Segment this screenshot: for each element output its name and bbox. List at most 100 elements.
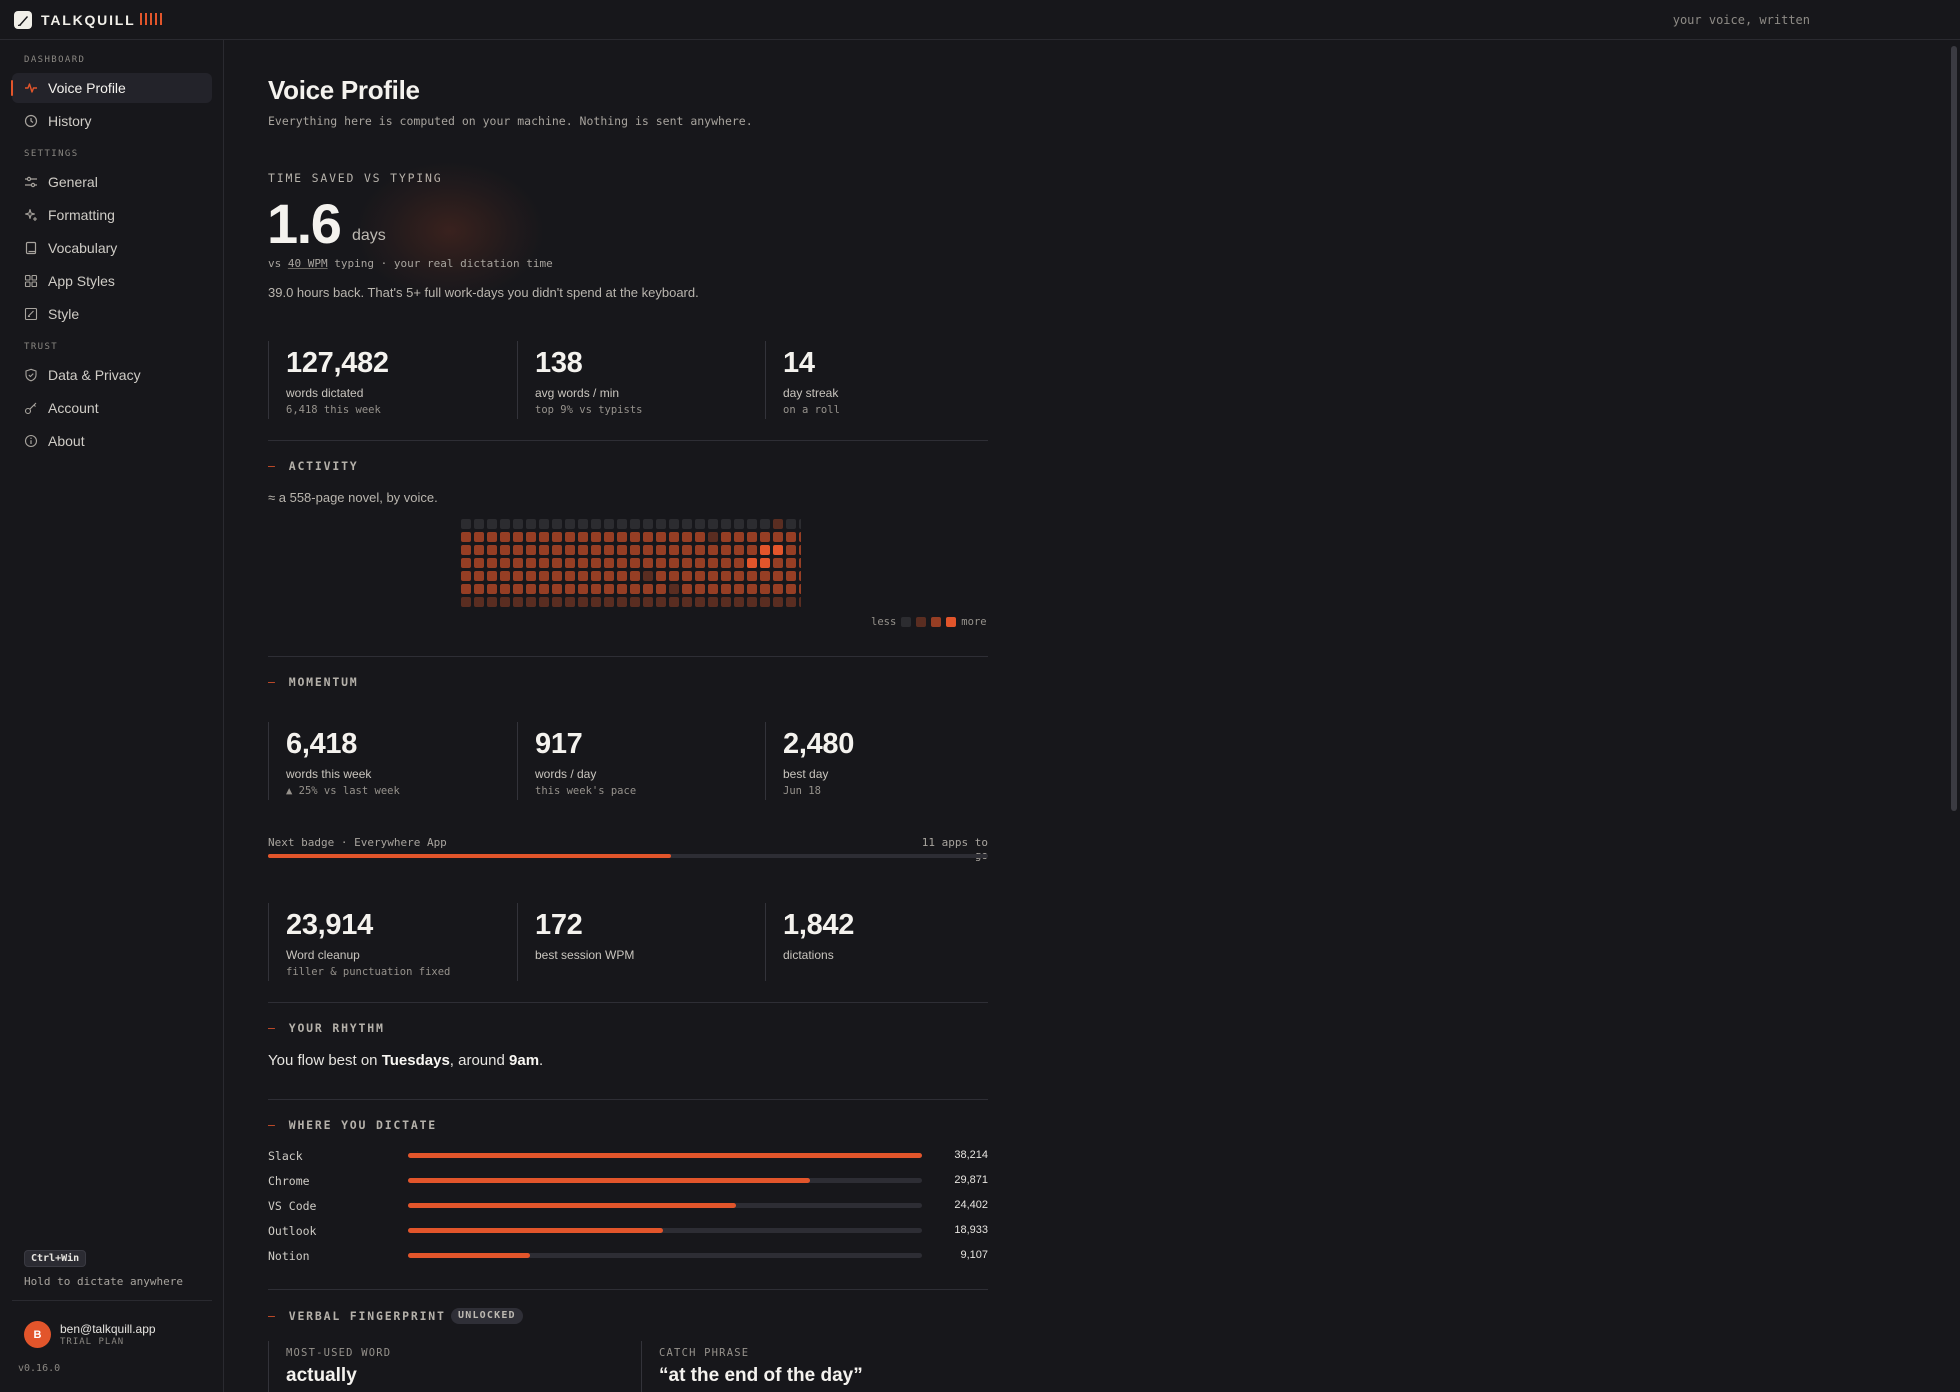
heatmap-cell: [630, 545, 640, 555]
legend-swatch: [901, 617, 912, 627]
heatmap-cell: [591, 545, 601, 555]
heatmap-cell: [513, 597, 523, 607]
heatmap-cell: [552, 597, 562, 607]
dictation-shortcut-hint: Hold to dictate anywhere: [24, 1275, 183, 1288]
rhythm-heading: — YOUR RHYTHM: [268, 1021, 385, 1035]
heatmap-cell: [539, 584, 549, 594]
shield-check-icon: [24, 368, 38, 382]
momentum-stats: 6,418 words this week ▲ 25% vs last week…: [268, 722, 988, 800]
next-badge-remaining: 11 apps to go: [921, 836, 988, 862]
sidebar-item-history[interactable]: History: [12, 106, 212, 136]
badge-progress-bar: [268, 854, 988, 858]
page-title: Voice Profile: [268, 75, 420, 105]
heatmap-cell: [539, 519, 549, 529]
scrollbar-thumb[interactable]: [1951, 46, 1957, 811]
heatmap-cell: [565, 571, 575, 581]
stat-label: words dictated: [286, 386, 364, 400]
sidebar-item-general[interactable]: General: [12, 167, 212, 197]
heatmap-cell: [474, 597, 484, 607]
dictation-shortcut-key: Ctrl+Win: [24, 1250, 87, 1267]
heatmap-cell: [604, 558, 614, 568]
sidebar-item-label: Data & Privacy: [48, 367, 141, 383]
sidebar-item-data-privacy[interactable]: Data & Privacy: [12, 360, 212, 390]
app-word-count: 9,107: [960, 1249, 988, 1261]
stat-dictations: 1,842 dictations: [765, 903, 1013, 981]
stat-avg-wpm: 138 avg words / min top 9% vs typists: [517, 341, 765, 419]
app-usage-row: Notion 9,107: [268, 1249, 988, 1263]
heatmap-cell: [734, 545, 744, 555]
heatmap-cell: [604, 519, 614, 529]
app-name: TALKQUILL: [41, 12, 136, 28]
time-saved-value: 1.6: [267, 192, 342, 255]
heatmap-cell: [799, 519, 801, 529]
heatmap-cell: [656, 571, 666, 581]
legend-more: more: [961, 616, 987, 628]
heatmap-cell: [552, 532, 562, 542]
sidebar-item-account[interactable]: Account: [12, 393, 212, 423]
sidebar-item-vocabulary[interactable]: Vocabulary: [12, 233, 212, 263]
sidebar-group-dashboard: DASHBOARD: [24, 55, 86, 65]
sidebar-item-style[interactable]: Style: [12, 299, 212, 329]
heatmap-cell: [461, 545, 471, 555]
heatmap-cell: [487, 545, 497, 555]
heatmap-cell: [734, 519, 744, 529]
sidebar-item-voice-profile[interactable]: Voice Profile: [11, 73, 212, 103]
heatmap-cell: [669, 532, 679, 542]
heatmap-cell: [643, 584, 653, 594]
stat-value: 6,418: [286, 728, 358, 760]
sidebar-item-label: Voice Profile: [48, 80, 126, 96]
sidebar-item-app-styles[interactable]: App Styles: [12, 266, 212, 296]
sidebar-item-about[interactable]: About: [12, 426, 212, 456]
heatmap-cell: [695, 532, 705, 542]
heatmap-cell: [539, 545, 549, 555]
heatmap-cell: [617, 545, 627, 555]
heatmap-cell: [487, 584, 497, 594]
heatmap-cell: [669, 584, 679, 594]
heatmap-cell: [461, 584, 471, 594]
book-icon: [24, 241, 38, 255]
heatmap-cell: [578, 597, 588, 607]
stat-sub: 6,418 this week: [286, 404, 381, 416]
heatmap-cell: [669, 571, 679, 581]
avatar[interactable]: B: [24, 1321, 51, 1348]
heatmap-cell: [695, 597, 705, 607]
sidebar-item-formatting[interactable]: Formatting: [12, 200, 212, 230]
heatmap-cell: [695, 519, 705, 529]
heatmap-cell: [617, 532, 627, 542]
unlocked-badge: UNLOCKED: [451, 1308, 523, 1324]
most-used-word: actually: [286, 1365, 357, 1386]
heatmap-cell: [760, 558, 770, 568]
heatmap-cell: [656, 584, 666, 594]
stat-words-dictated: 127,482 words dictated 6,418 this week: [268, 341, 516, 419]
heatmap-cell: [669, 545, 679, 555]
rhythm-sentence: You flow best on Tuesdays, around 9am.: [268, 1052, 543, 1069]
key-icon: [24, 401, 38, 415]
heatmap-cell: [734, 584, 744, 594]
section-heading-label: ACTIVITY: [288, 459, 359, 473]
heatmap-cell: [786, 558, 796, 568]
heatmap-cell: [565, 545, 575, 555]
stat-label: avg words / min: [535, 386, 620, 400]
heatmap-cell: [461, 532, 471, 542]
rhythm-middle: , around: [449, 1052, 510, 1069]
heatmap-cell: [682, 571, 692, 581]
heatmap-cell: [669, 519, 679, 529]
heatmap-cell: [695, 571, 705, 581]
app-word-count: 18,933: [954, 1224, 988, 1236]
heatmap-cell: [799, 545, 801, 555]
stat-label: words this week: [286, 767, 372, 781]
divider: [268, 440, 988, 441]
heatmap-cell: [760, 584, 770, 594]
user-email[interactable]: ben@talkquill.app: [60, 1322, 156, 1336]
time-saved-caption: TIME SAVED VS TYPING: [268, 171, 441, 185]
heatmap-cell: [708, 532, 718, 542]
heatmap-cell: [760, 532, 770, 542]
typing-wpm-link[interactable]: 40 WPM: [287, 257, 328, 270]
app-word-count: 38,214: [954, 1149, 988, 1161]
stat-sub: this week's pace: [535, 785, 637, 797]
heatmap-cell: [617, 519, 627, 529]
heatmap-cell: [656, 545, 666, 555]
stat-words-per-day: 917 words / day this week's pace: [517, 722, 765, 800]
heatmap-cell: [526, 571, 536, 581]
heatmap-cell: [487, 571, 497, 581]
